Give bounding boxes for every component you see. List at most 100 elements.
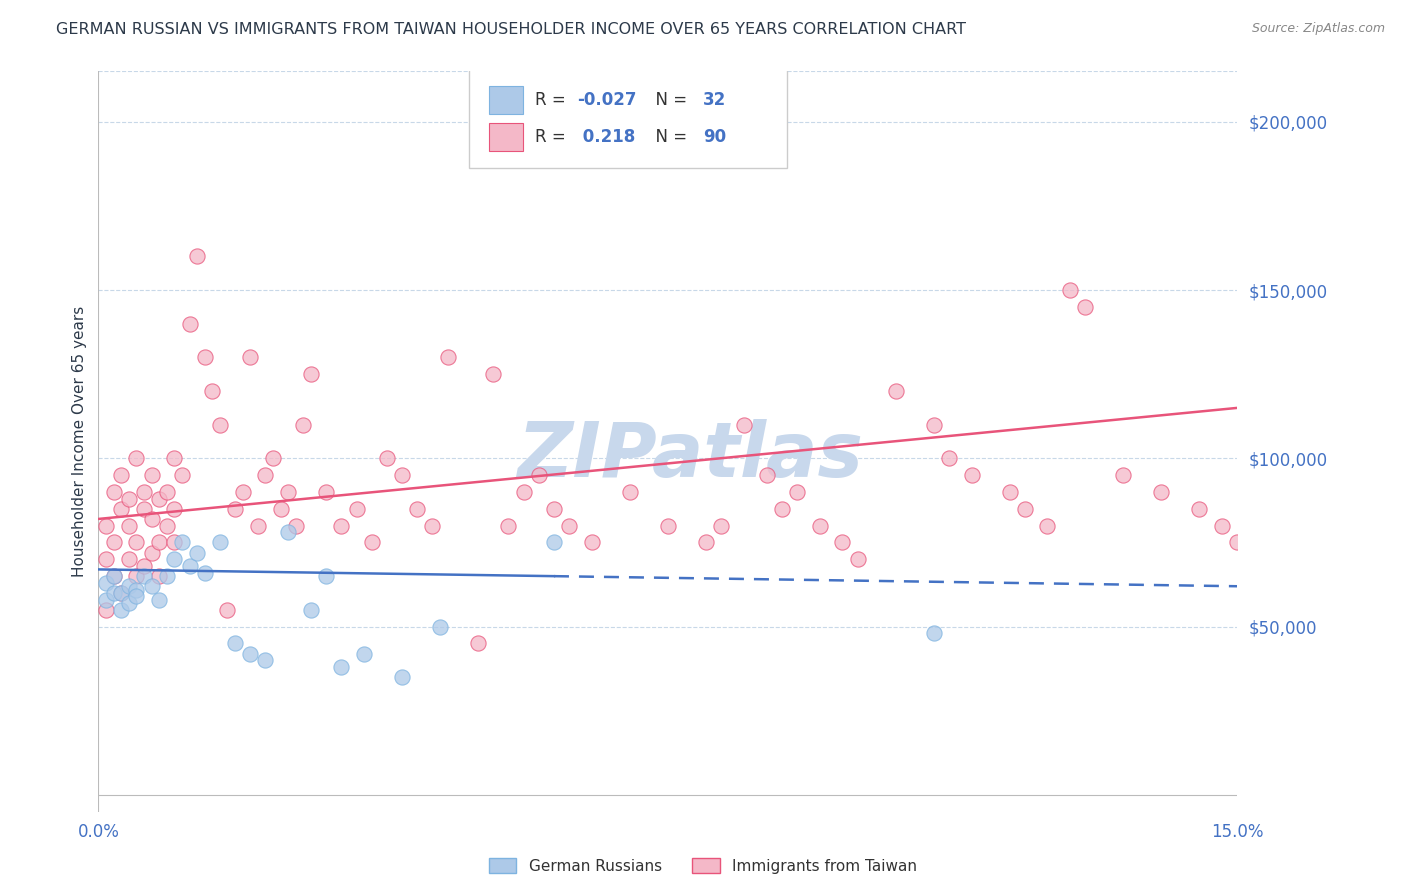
Point bbox=[391, 468, 413, 483]
Point bbox=[186, 546, 208, 560]
Point bbox=[141, 468, 163, 483]
Point bbox=[94, 518, 117, 533]
Point bbox=[141, 512, 163, 526]
Point bbox=[156, 569, 179, 583]
Point bbox=[755, 468, 778, 483]
Point bbox=[156, 485, 179, 500]
Point bbox=[110, 603, 132, 617]
Point bbox=[1226, 535, 1249, 549]
Point bbox=[141, 579, 163, 593]
Text: -0.027: -0.027 bbox=[576, 91, 637, 109]
Point bbox=[998, 485, 1021, 500]
Point bbox=[125, 451, 148, 466]
Point bbox=[1036, 518, 1059, 533]
Point bbox=[148, 592, 170, 607]
Point bbox=[884, 384, 907, 398]
Point bbox=[163, 552, 186, 566]
Point bbox=[429, 620, 451, 634]
Point bbox=[132, 559, 155, 574]
Point bbox=[1211, 518, 1233, 533]
Point bbox=[498, 518, 520, 533]
Point bbox=[110, 586, 132, 600]
Point bbox=[194, 351, 217, 365]
Point bbox=[224, 636, 246, 650]
Point bbox=[299, 603, 322, 617]
Point bbox=[110, 586, 132, 600]
Point bbox=[353, 647, 375, 661]
Point bbox=[163, 501, 186, 516]
Point bbox=[262, 451, 284, 466]
Text: ZIPatlas: ZIPatlas bbox=[517, 419, 863, 493]
Point bbox=[94, 552, 117, 566]
Point bbox=[103, 535, 125, 549]
Point bbox=[125, 535, 148, 549]
Point bbox=[103, 569, 125, 583]
Point bbox=[103, 586, 125, 600]
Point bbox=[391, 670, 413, 684]
Point bbox=[467, 636, 489, 650]
Point bbox=[118, 552, 141, 566]
Point bbox=[330, 518, 353, 533]
Point bbox=[581, 535, 603, 549]
Point bbox=[224, 501, 246, 516]
FancyBboxPatch shape bbox=[489, 123, 523, 152]
Point bbox=[201, 384, 224, 398]
Point bbox=[254, 468, 277, 483]
Point bbox=[922, 626, 945, 640]
Point bbox=[246, 518, 269, 533]
Point bbox=[786, 485, 808, 500]
Point bbox=[922, 417, 945, 432]
Point bbox=[733, 417, 755, 432]
Point bbox=[657, 518, 679, 533]
Point bbox=[125, 582, 148, 597]
Point bbox=[118, 491, 141, 506]
Point bbox=[770, 501, 793, 516]
Point bbox=[1014, 501, 1036, 516]
Point bbox=[1112, 468, 1135, 483]
Point bbox=[110, 501, 132, 516]
Point bbox=[1074, 300, 1097, 314]
Point bbox=[141, 546, 163, 560]
Point bbox=[406, 501, 429, 516]
Point bbox=[232, 485, 254, 500]
Point bbox=[118, 518, 141, 533]
Point bbox=[695, 535, 717, 549]
Point bbox=[330, 660, 353, 674]
Point bbox=[148, 491, 170, 506]
Text: R =: R = bbox=[534, 91, 571, 109]
Point bbox=[148, 569, 170, 583]
Point bbox=[179, 317, 201, 331]
Point bbox=[103, 485, 125, 500]
Text: 90: 90 bbox=[703, 128, 727, 146]
Legend: , : , bbox=[576, 79, 645, 153]
Point bbox=[938, 451, 960, 466]
Point bbox=[118, 596, 141, 610]
Text: 0.218: 0.218 bbox=[576, 128, 636, 146]
Point bbox=[315, 485, 337, 500]
Point bbox=[239, 647, 262, 661]
Point bbox=[94, 603, 117, 617]
Point bbox=[292, 417, 315, 432]
Point bbox=[360, 535, 382, 549]
Point bbox=[1150, 485, 1173, 500]
Point bbox=[94, 575, 117, 590]
Text: R =: R = bbox=[534, 128, 571, 146]
Point bbox=[94, 592, 117, 607]
Point bbox=[170, 535, 193, 549]
Point bbox=[710, 518, 733, 533]
Point bbox=[217, 603, 239, 617]
Point bbox=[543, 501, 565, 516]
Point bbox=[831, 535, 853, 549]
Point bbox=[619, 485, 641, 500]
Point bbox=[284, 518, 307, 533]
Text: 32: 32 bbox=[703, 91, 727, 109]
Point bbox=[132, 485, 155, 500]
Point bbox=[170, 468, 193, 483]
Point bbox=[239, 351, 262, 365]
Point bbox=[208, 417, 231, 432]
Point bbox=[299, 368, 322, 382]
Point bbox=[132, 569, 155, 583]
Point bbox=[346, 501, 368, 516]
Text: N =: N = bbox=[645, 128, 692, 146]
Point bbox=[208, 535, 231, 549]
